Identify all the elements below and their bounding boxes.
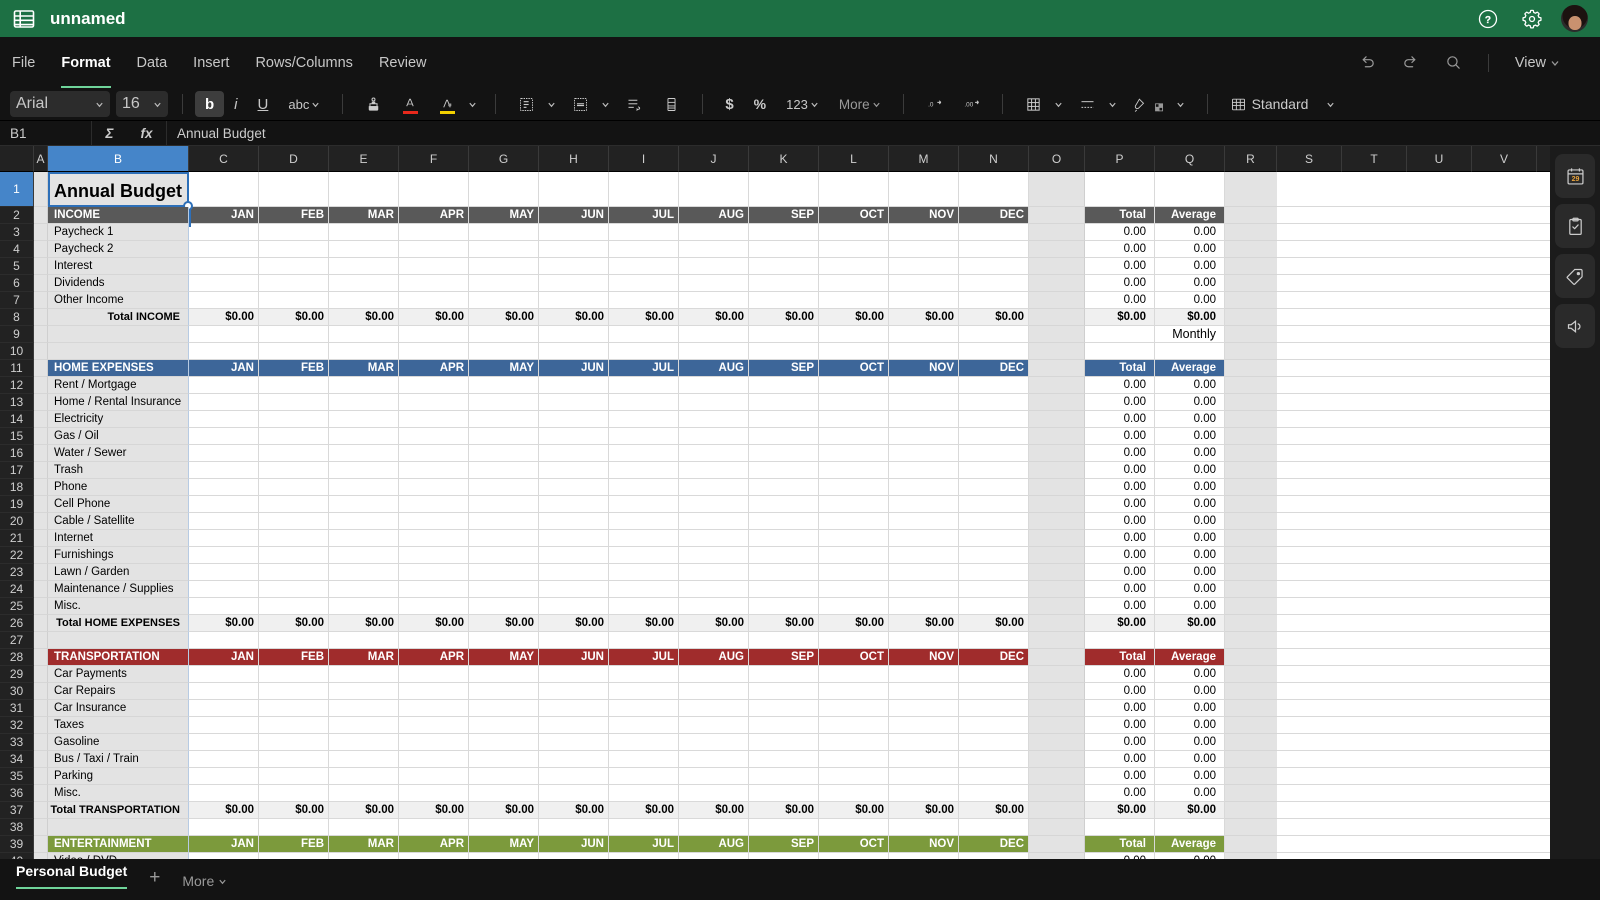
svg-text:.00: .00: [964, 101, 973, 108]
svg-text:29: 29: [1571, 175, 1579, 182]
svg-text:.0: .0: [928, 101, 934, 108]
svg-text:?: ?: [1485, 14, 1491, 25]
